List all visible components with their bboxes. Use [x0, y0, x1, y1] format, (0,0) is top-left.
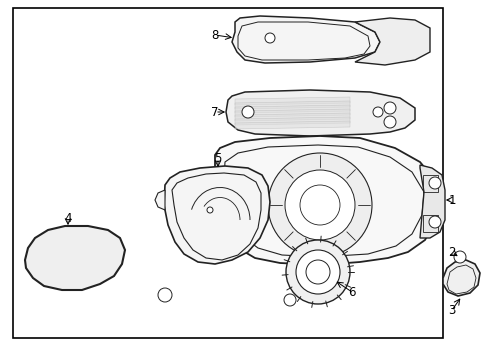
Circle shape [299, 185, 339, 225]
Circle shape [242, 106, 253, 118]
Polygon shape [235, 97, 349, 105]
Circle shape [267, 153, 371, 257]
Polygon shape [235, 101, 349, 109]
Polygon shape [231, 16, 379, 63]
Circle shape [284, 294, 295, 306]
Polygon shape [163, 166, 269, 264]
Circle shape [305, 260, 329, 284]
Text: 5: 5 [214, 152, 221, 165]
Circle shape [158, 288, 172, 302]
Bar [13, 8, 442, 338]
Circle shape [295, 250, 339, 294]
Polygon shape [215, 136, 437, 265]
Polygon shape [442, 260, 479, 296]
Circle shape [206, 207, 213, 213]
Text: 8: 8 [211, 28, 218, 41]
Circle shape [285, 170, 354, 240]
Circle shape [264, 33, 274, 43]
Polygon shape [196, 175, 218, 225]
Text: 7: 7 [211, 105, 218, 118]
Polygon shape [235, 117, 349, 125]
Text: 1: 1 [447, 194, 455, 207]
Text: 6: 6 [347, 285, 355, 298]
Polygon shape [235, 121, 349, 129]
Circle shape [428, 216, 440, 228]
Polygon shape [235, 113, 349, 121]
Text: 2: 2 [447, 246, 455, 258]
Circle shape [428, 177, 440, 189]
Circle shape [453, 251, 465, 263]
Circle shape [285, 240, 349, 304]
Polygon shape [155, 190, 164, 210]
Polygon shape [25, 226, 125, 290]
Circle shape [372, 107, 382, 117]
Text: 3: 3 [447, 303, 455, 316]
Polygon shape [354, 18, 429, 65]
Polygon shape [235, 109, 349, 117]
Polygon shape [419, 165, 444, 238]
Circle shape [383, 102, 395, 114]
Circle shape [383, 116, 395, 128]
Polygon shape [235, 105, 349, 113]
Polygon shape [225, 90, 414, 136]
Text: 4: 4 [64, 212, 72, 225]
